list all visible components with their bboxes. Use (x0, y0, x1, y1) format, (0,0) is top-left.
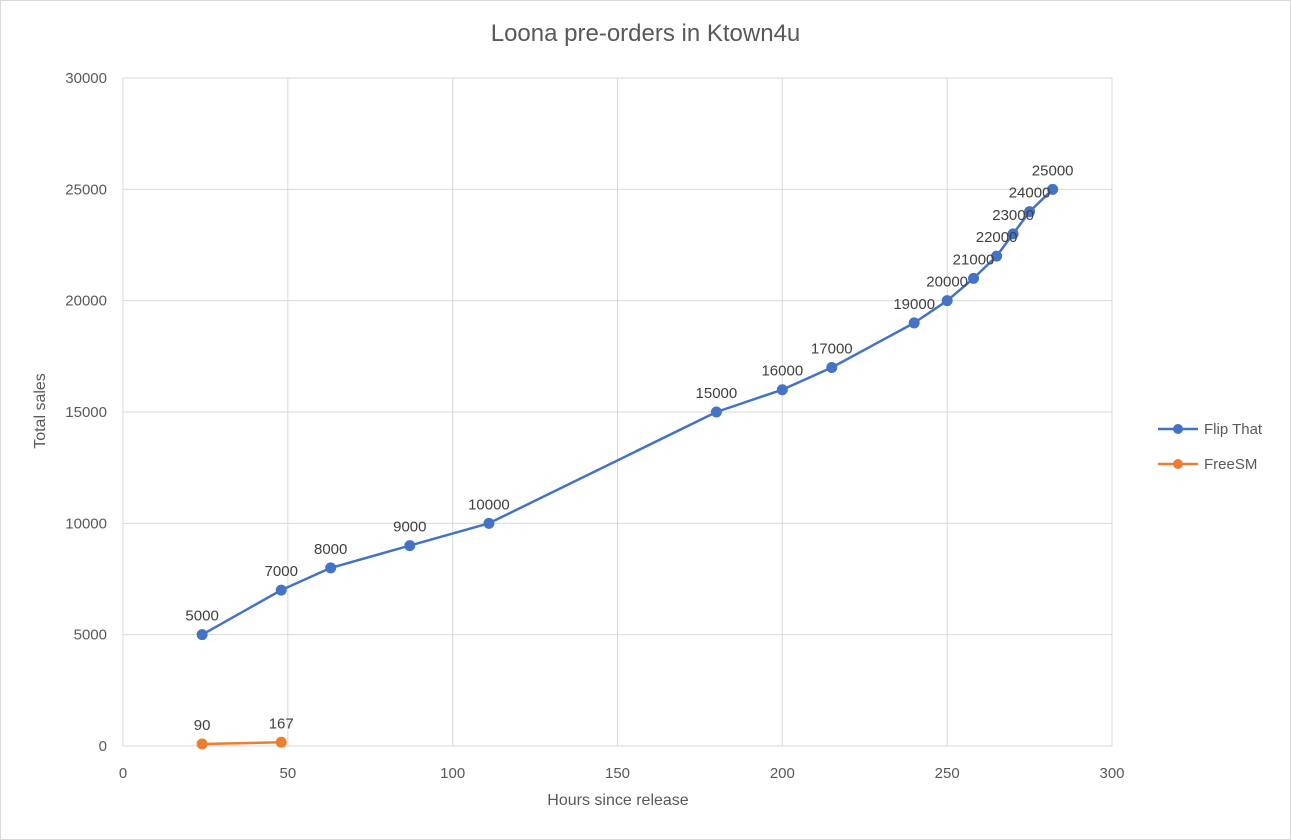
data-label-flip-that: 7000 (265, 563, 298, 580)
data-label-flip-that: 10000 (468, 496, 510, 513)
data-point-flip-that (196, 629, 208, 641)
axes: 0 5000 10000 15000 20000 25000 30000 0 50 100 150 2… (65, 70, 1124, 782)
data-point-flip-that (826, 361, 838, 373)
legend-item-flip-that: Flip That (1158, 421, 1263, 438)
y-tick-label: 25000 (65, 181, 107, 198)
data-point-flip-that (275, 584, 287, 596)
x-tick-label: 300 (1099, 765, 1124, 782)
x-tick-label: 200 (770, 765, 795, 782)
data-point-flip-that (776, 384, 788, 396)
gridlines (123, 77, 1113, 746)
data-label-flip-that: 24000 (1009, 185, 1051, 202)
data-label-flip-that: 19000 (893, 296, 935, 313)
data-label-flip-that: 20000 (926, 274, 968, 291)
data-point-flip-that (325, 562, 337, 574)
y-tick-label: 15000 (65, 404, 107, 421)
x-tick-label: 150 (605, 765, 630, 782)
data-label-flip-that: 5000 (185, 608, 218, 625)
data-label-flip-that: 17000 (811, 340, 853, 357)
y-tick-label: 5000 (74, 627, 107, 644)
data-point-freesm (196, 738, 208, 750)
data-point-flip-that (991, 250, 1003, 262)
x-tick-label: 250 (935, 765, 960, 782)
data-label-flip-that: 22000 (976, 229, 1018, 246)
x-tick-label: 100 (440, 765, 465, 782)
data-label-freesm: 167 (269, 715, 294, 732)
data-point-flip-that (968, 272, 980, 284)
y-tick-label: 30000 (65, 70, 107, 87)
data-point-flip-that (908, 317, 920, 329)
data-label-flip-that: 9000 (393, 519, 426, 536)
data-point-flip-that (1007, 228, 1019, 240)
data-point-flip-that (483, 517, 495, 529)
data-label-freesm: 90 (194, 717, 211, 734)
data-point-flip-that (1047, 183, 1059, 195)
data-label-flip-that: 21000 (953, 251, 995, 268)
y-tick-label: 0 (99, 738, 107, 755)
data-label-flip-that: 15000 (696, 385, 738, 402)
x-tick-label: 0 (119, 765, 127, 782)
x-axis-title: Hours since release (547, 792, 689, 809)
legend-marker-flip-that (1173, 424, 1183, 434)
legend-marker-freesm (1173, 459, 1183, 469)
series-line-freesm (202, 741, 282, 746)
x-tick-label: 50 (279, 765, 296, 782)
data-point-flip-that (941, 295, 953, 307)
y-tick-label: 10000 (65, 515, 107, 532)
data-point-freesm (275, 736, 287, 748)
y-tick-label: 20000 (65, 293, 107, 310)
legend: Flip That FreeSM (1158, 421, 1263, 473)
legend-label-freesm: FreeSM (1204, 456, 1257, 473)
data-label-flip-that: 25000 (1032, 162, 1074, 179)
chart-title: Loona pre-orders in Ktown4u (490, 20, 801, 47)
data-label-flip-that: 16000 (761, 363, 803, 380)
data-point-flip-that (1024, 206, 1036, 218)
data-label-flip-that: 23000 (992, 207, 1034, 224)
legend-item-freesm: FreeSM (1158, 456, 1257, 473)
data-point-flip-that (710, 406, 722, 418)
legend-label-flip-that: Flip That (1204, 421, 1263, 438)
data-labels: 5000 7000 8000 9000 10000 15000 16000 17000 1900… (185, 162, 1073, 734)
data-point-flip-that (404, 540, 416, 552)
data-label-flip-that: 8000 (314, 541, 347, 558)
series-layer (196, 183, 1059, 750)
